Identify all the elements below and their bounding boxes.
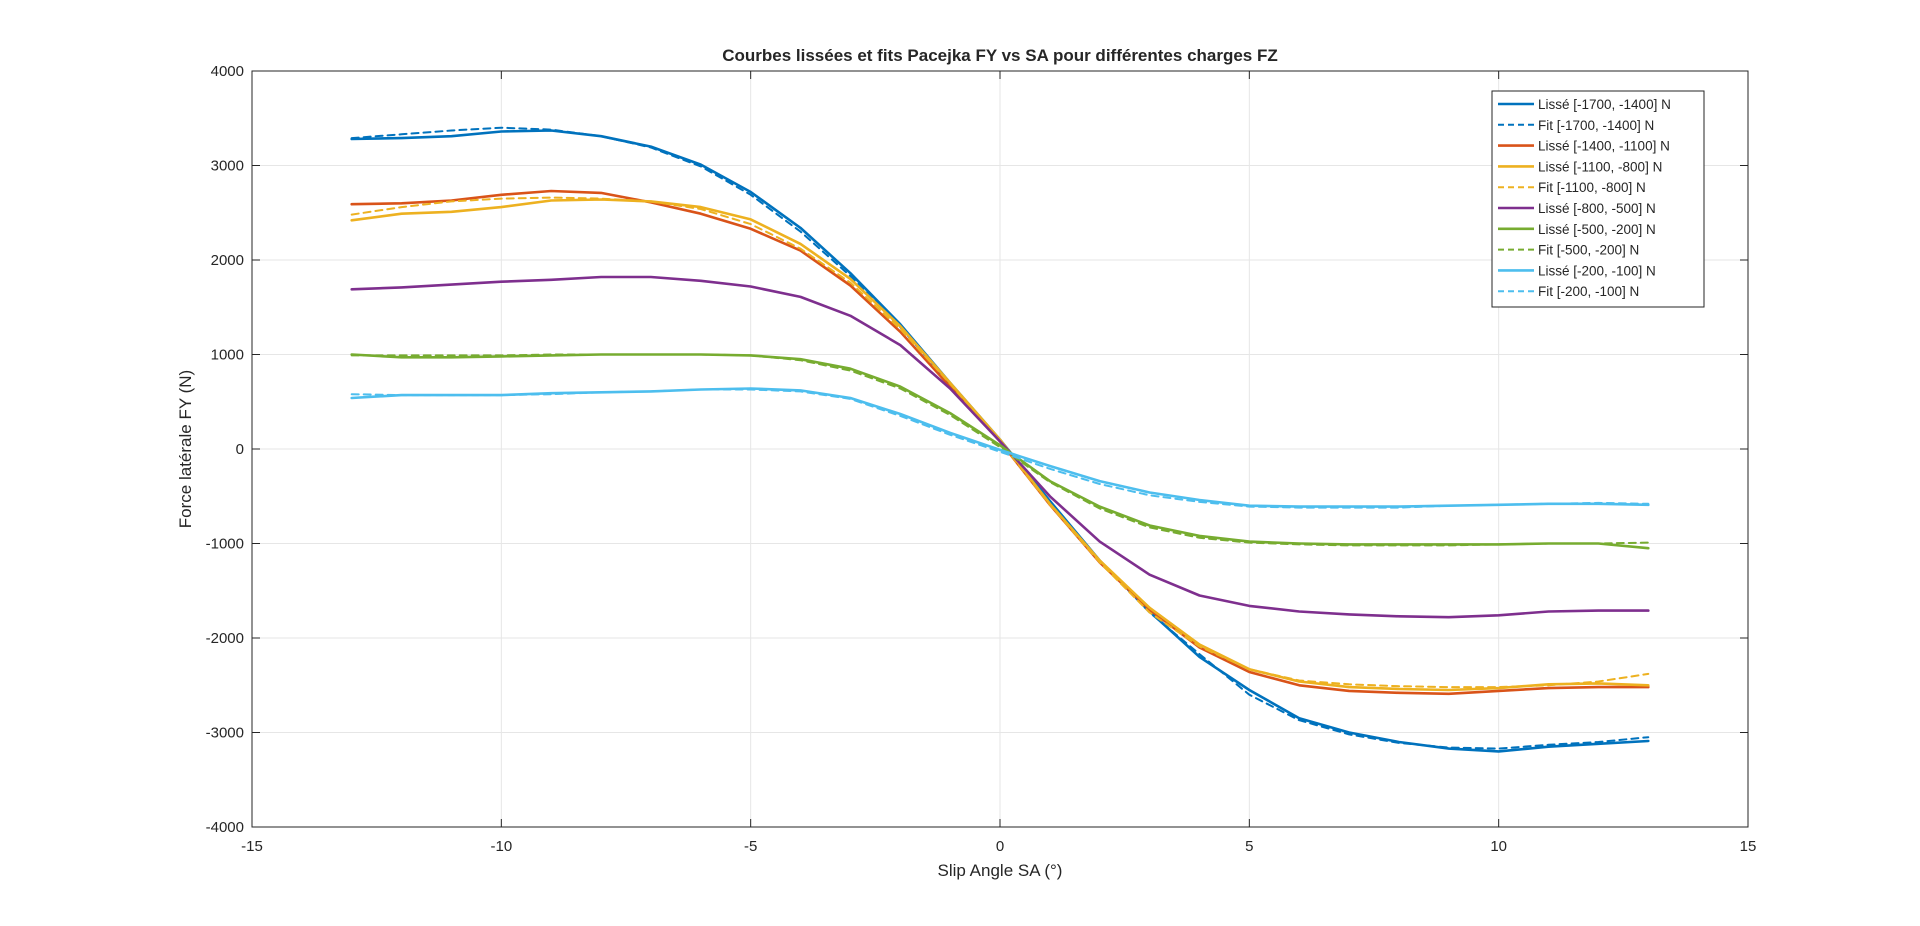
legend-label: Fit [-200, -100] N (1538, 284, 1639, 299)
x-axis-label: Slip Angle SA (°) (938, 861, 1063, 880)
legend-label: Fit [-500, -200] N (1538, 243, 1639, 258)
x-tick-label: 15 (1740, 838, 1757, 855)
series-line-8 (350, 353, 1650, 547)
legend-label: Lissé [-500, -200] N (1538, 222, 1656, 237)
y-tick-label: 4000 (211, 63, 244, 80)
y-tick-label: 2000 (211, 252, 244, 269)
series-line-6 (350, 275, 1650, 619)
legend-label: Fit [-1700, -1400] N (1538, 118, 1654, 133)
legend-label: Lissé [-800, -500] N (1538, 201, 1656, 216)
legend-label: Lissé [-200, -100] N (1538, 263, 1656, 278)
y-tick-label: -4000 (206, 819, 244, 836)
y-tick-label: 1000 (211, 347, 244, 364)
x-tick-label: -15 (241, 838, 263, 855)
y-tick-label: 3000 (211, 158, 244, 175)
legend-label: Fit [-1100, -800] N (1538, 180, 1646, 195)
x-tick-label: 10 (1490, 838, 1507, 855)
tick-labels: -15 -10 -5 0 5 10 15 -4000 -3000 -2000 -1000 0 1000 2… (206, 63, 1757, 855)
legend-label: Lissé [-1100, -800] N (1538, 159, 1662, 174)
x-tick-label: -10 (490, 838, 512, 855)
y-axis-label: Force latérale FY (N) (176, 370, 195, 528)
y-tick-label: 0 (236, 441, 244, 458)
legend-label: Lissé [-1700, -1400] N (1538, 97, 1671, 112)
series-group (350, 126, 1650, 753)
y-tick-label: -3000 (206, 725, 244, 742)
legend-label: Lissé [-1400, -1100] N (1538, 139, 1670, 154)
x-tick-label: -5 (744, 838, 757, 855)
chart-title: Courbes lissées et fits Pacejka FY vs SA… (722, 46, 1278, 65)
x-tick-label: 5 (1245, 838, 1253, 855)
x-tick-label: 0 (996, 838, 1004, 855)
y-tick-label: -1000 (206, 536, 244, 553)
axes (251, 70, 1749, 828)
y-tick-label: -2000 (206, 630, 244, 647)
series-line-10 (350, 388, 1650, 509)
legend: Lissé [-1700, -1400] N Fit [-1700, -1400]… (1491, 90, 1705, 308)
